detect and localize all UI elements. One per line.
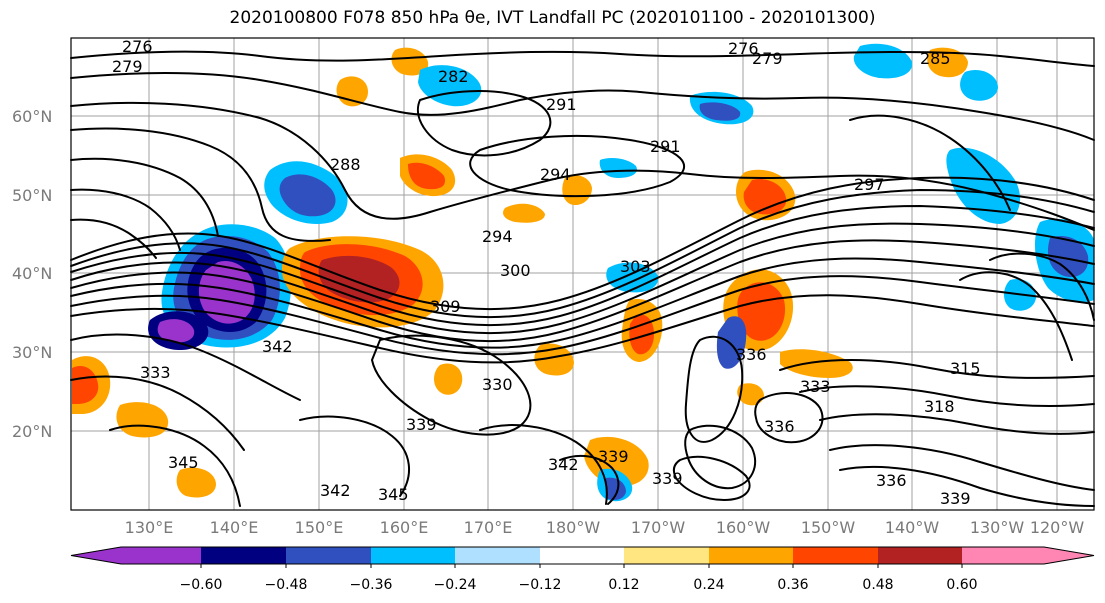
colorbar-segment: [371, 547, 455, 564]
lon-label: 140°E: [210, 518, 259, 537]
colorbar-segment: [201, 547, 286, 564]
contour-label: 333: [140, 363, 171, 382]
contour-label: 279: [112, 57, 143, 76]
colorbar: [70, 546, 1095, 568]
contour-label: 309: [430, 297, 461, 316]
contour-label: 345: [378, 485, 409, 504]
colorbar-segment: [455, 547, 540, 564]
contour-label: 297: [854, 175, 885, 194]
lon-label: 150°E: [295, 518, 344, 537]
contour-label: 342: [548, 455, 579, 474]
contour-label: 336: [876, 471, 907, 490]
contour-labels: 276 279 282 288 291 294 300 309 342 333 …: [112, 37, 981, 508]
contour-label: 276: [122, 37, 153, 56]
contour-label: 339: [598, 447, 629, 466]
colorbar-segment: [286, 547, 371, 564]
lon-label: 130°W: [970, 518, 1025, 537]
contour-label: 345: [168, 453, 199, 472]
colorbar-segment: [71, 547, 121, 564]
longitude-labels: 130°E 140°E 150°E 160°E 170°E 180°W 170°…: [125, 518, 1085, 537]
colorbar-tick: −0.60: [180, 577, 223, 593]
colorbar-outline: [70, 546, 1095, 565]
lon-label: 170°W: [631, 518, 686, 537]
colorbar-segment: [878, 547, 962, 564]
colorbar-tick: 0.60: [946, 577, 977, 593]
contour-label: 279: [752, 49, 783, 68]
map-border: [70, 37, 1095, 511]
contour-label: 339: [652, 469, 683, 488]
contour-label: 303: [620, 257, 651, 276]
lon-label: 170°E: [464, 518, 513, 537]
contour-label: 294: [540, 165, 571, 184]
colorbar-segment: [793, 547, 878, 564]
colorbar-tick: −0.12: [519, 577, 562, 593]
latitude-labels: 60°N 50°N 40°N 30°N 20°N: [12, 107, 52, 441]
contour-label: 318: [924, 397, 955, 416]
colorbar-segment: [1044, 547, 1094, 564]
contour-label: 342: [262, 337, 293, 356]
contour-label: 291: [546, 95, 577, 114]
contour-label: 282: [438, 67, 469, 86]
contour-label: 330: [482, 375, 513, 394]
colorbar-segment: [962, 547, 1044, 564]
contour-label: 315: [950, 359, 981, 378]
contour-label: 339: [940, 489, 971, 508]
lon-label: 180°W: [546, 518, 601, 537]
lat-label: 30°N: [12, 343, 52, 362]
colorbar-tick: 0.12: [608, 577, 639, 593]
lat-label: 20°N: [12, 422, 52, 441]
colorbar-segment: [121, 547, 201, 564]
colorbar-segment: [709, 547, 793, 564]
colorbar-tick: 0.48: [862, 577, 893, 593]
contour-label: 333: [800, 377, 831, 396]
contour-label: 336: [764, 417, 795, 436]
colorbar-segment: [540, 547, 624, 564]
colorbar-ticks: −0.60 −0.48 −0.36 −0.24 −0.12 0.12 0.24 …: [180, 577, 978, 593]
lon-label: 160°W: [716, 518, 771, 537]
contour-label: 336: [736, 345, 767, 364]
lat-label: 60°N: [12, 107, 52, 126]
colorbar-tick: −0.48: [265, 577, 308, 593]
lon-label: 160°E: [380, 518, 429, 537]
theta-e-contours: [70, 50, 1095, 507]
contour-label: 288: [330, 155, 361, 174]
colorbar-tick: −0.36: [350, 577, 393, 593]
colorbar-tick: 0.24: [693, 577, 724, 593]
lon-label: 140°W: [885, 518, 940, 537]
map-title: 2020100800 F078 850 hPa θe, IVT Landfall…: [229, 8, 876, 28]
contour-label: 300: [500, 261, 531, 280]
colorbar-tick: −0.24: [434, 577, 477, 593]
colorbar-tick: 0.36: [777, 577, 808, 593]
contour-label: 339: [406, 415, 437, 434]
contour-label: 291: [650, 137, 681, 156]
contour-label: 294: [482, 227, 513, 246]
contour-label: 276: [728, 39, 759, 58]
lon-label: 120°W: [1030, 518, 1085, 537]
lat-label: 40°N: [12, 264, 52, 283]
lat-label: 50°N: [12, 186, 52, 205]
lon-label: 150°W: [801, 518, 856, 537]
contour-label: 285: [920, 49, 951, 68]
lon-label: 130°E: [125, 518, 174, 537]
contour-label: 342: [320, 481, 351, 500]
colorbar-segment: [624, 547, 709, 564]
